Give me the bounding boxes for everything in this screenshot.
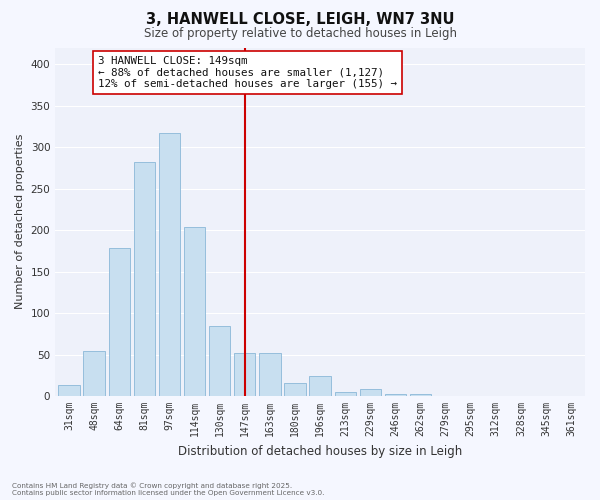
Text: Size of property relative to detached houses in Leigh: Size of property relative to detached ho… xyxy=(143,28,457,40)
Text: 3, HANWELL CLOSE, LEIGH, WN7 3NU: 3, HANWELL CLOSE, LEIGH, WN7 3NU xyxy=(146,12,454,28)
Bar xyxy=(335,392,356,396)
Bar xyxy=(83,351,105,396)
Bar xyxy=(410,394,431,396)
Bar xyxy=(284,383,305,396)
Bar xyxy=(184,227,205,396)
Bar xyxy=(310,376,331,396)
Bar xyxy=(109,248,130,396)
Bar xyxy=(134,162,155,396)
Y-axis label: Number of detached properties: Number of detached properties xyxy=(15,134,25,310)
Text: Contains HM Land Registry data © Crown copyright and database right 2025.: Contains HM Land Registry data © Crown c… xyxy=(12,482,292,489)
Text: Contains public sector information licensed under the Open Government Licence v3: Contains public sector information licen… xyxy=(12,490,325,496)
Bar xyxy=(159,133,180,396)
Bar xyxy=(259,353,281,396)
Bar xyxy=(58,386,80,396)
Bar xyxy=(385,394,406,396)
Bar xyxy=(359,388,381,396)
Text: 3 HANWELL CLOSE: 149sqm
← 88% of detached houses are smaller (1,127)
12% of semi: 3 HANWELL CLOSE: 149sqm ← 88% of detache… xyxy=(98,56,397,89)
Bar xyxy=(234,353,256,396)
Bar xyxy=(209,326,230,396)
X-axis label: Distribution of detached houses by size in Leigh: Distribution of detached houses by size … xyxy=(178,444,462,458)
